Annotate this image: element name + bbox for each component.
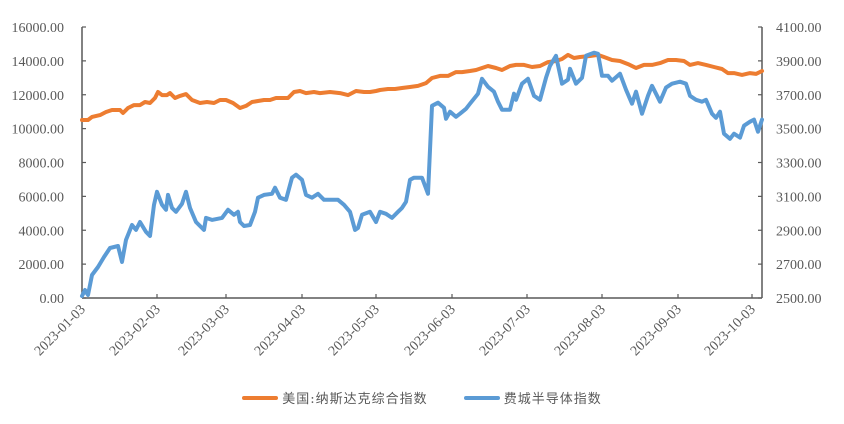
left-axis-tick-label: 16000.00 (12, 21, 65, 36)
x-axis: 2023-01-03 2023-02-03 2023-03-03 2023-04-03… (32, 294, 762, 359)
right-axis-tick-label: 2900.00 (776, 224, 822, 239)
left-axis-tick-label: 10000.00 (12, 123, 65, 138)
left-axis-tick-label: 14000.00 (12, 55, 65, 70)
right-axis-tick-label: 3500.00 (776, 123, 822, 138)
x-axis-tick-label: 2023-07-03 (477, 302, 534, 359)
left-axis-tick-label: 0.00 (40, 292, 65, 307)
right-axis-tick-label: 3900.00 (776, 55, 822, 70)
right-axis-tick-label: 3100.00 (776, 190, 822, 205)
plot-area (80, 50, 764, 298)
legend: 美国:纳斯达克综合指数 费城半导体指数 (0, 388, 844, 407)
left-axis-tick-label: 6000.00 (19, 190, 65, 205)
x-axis-tick-label: 2023-06-03 (402, 302, 459, 359)
legend-label-nasdaq: 美国:纳斯达克综合指数 (282, 392, 428, 407)
legend-swatch-nasdaq (242, 395, 279, 400)
x-axis-tick-label: 2023-01-03 (32, 302, 89, 359)
left-axis-tick-label: 8000.00 (19, 157, 65, 172)
right-axis-tick-label: 2700.00 (776, 258, 822, 273)
x-axis-tick-label: 2023-09-03 (628, 302, 685, 359)
x-axis-tick-label: 2023-08-03 (552, 302, 609, 359)
x-axis-tick-label: 2023-04-03 (252, 302, 309, 359)
right-axis-tick-label: 3700.00 (776, 89, 822, 104)
left-axis-tick-label: 12000.00 (12, 89, 65, 104)
x-axis-tick-label: 2023-02-03 (107, 302, 164, 359)
legend-item-nasdaq[interactable]: 美国:纳斯达克综合指数 (242, 388, 427, 407)
left-axis-tick-label: 4000.00 (19, 224, 65, 239)
legend-label-sox: 费城半导体指数 (503, 392, 602, 407)
right-axis-tick-label: 3300.00 (776, 157, 822, 172)
right-y-axis: 2500.00 2700.00 2900.00 3100.00 3300.00 3500.… (758, 21, 822, 307)
x-axis-tick-label: 2023-03-03 (176, 302, 233, 359)
nasdaq-line (80, 52, 764, 122)
legend-swatch-sox (463, 395, 500, 400)
sox-line (80, 50, 764, 298)
legend-item-sox[interactable]: 费城半导体指数 (463, 388, 602, 407)
left-axis-tick-label: 2000.00 (19, 258, 65, 273)
right-axis-tick-label: 2500.00 (776, 292, 822, 307)
x-axis-tick-label: 2023-05-03 (326, 302, 383, 359)
x-axis-tick-label: 2023-10-03 (702, 302, 759, 359)
left-y-axis: 0.00 2000.00 4000.00 6000.00 8000.00 10000.00… (12, 21, 86, 307)
right-axis-tick-label: 4100.00 (776, 21, 822, 36)
